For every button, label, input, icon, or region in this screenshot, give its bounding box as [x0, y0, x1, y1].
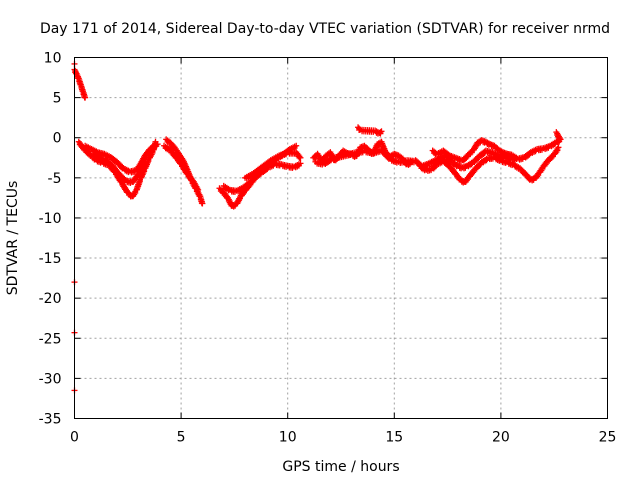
data-point [145, 158, 152, 165]
series-mid-section-high [355, 124, 385, 137]
data-point [297, 160, 304, 167]
data-point [140, 162, 147, 169]
data-point [141, 158, 148, 165]
series-descent-B-inner [161, 142, 202, 193]
x-tick-label: 20 [492, 430, 510, 446]
data-point [132, 189, 139, 196]
y-tick-label: -15 [39, 251, 62, 267]
data-points [71, 60, 564, 394]
data-point [554, 147, 561, 154]
y-axis-label: SDTVAR / TECUs [5, 181, 21, 296]
plot-frame [74, 57, 608, 419]
data-point [555, 144, 562, 151]
data-point [154, 141, 161, 148]
y-tick-label: -20 [39, 291, 62, 307]
data-point [293, 142, 300, 149]
data-point [554, 132, 561, 139]
x-tick-label: 0 [70, 430, 79, 446]
y-tick-label: -35 [39, 412, 62, 428]
data-point [463, 154, 470, 161]
y-tick-label: 10 [44, 51, 62, 67]
data-point [431, 164, 438, 171]
series-dip-A-upper [82, 141, 161, 176]
series-initial-descent [71, 66, 89, 101]
y-tick-label: -25 [39, 331, 62, 347]
x-axis-label: GPS time / hours [282, 459, 399, 475]
x-tick-label: 15 [385, 430, 403, 446]
data-point [539, 165, 546, 172]
x-tick-label: 5 [177, 430, 186, 446]
data-point [133, 174, 140, 181]
grid-lines [74, 57, 608, 419]
y-tick-label: 5 [53, 91, 62, 107]
x-tick-label: 10 [279, 430, 297, 446]
data-point [195, 186, 202, 193]
y-tick-label: -5 [48, 171, 62, 187]
x-tick-label: 25 [599, 430, 617, 446]
data-point [199, 200, 206, 207]
data-point [476, 162, 483, 169]
data-point [474, 156, 481, 163]
series-double-wave-lower [416, 144, 562, 186]
y-tick-label: -30 [39, 371, 62, 387]
data-point [548, 154, 555, 161]
y-tick-label: -10 [39, 211, 62, 227]
data-point [553, 129, 560, 136]
series-double-wave-upper [429, 129, 564, 165]
data-point [134, 173, 141, 180]
data-point [82, 94, 89, 101]
data-point [297, 154, 304, 161]
series-rise-C-middle [242, 149, 304, 182]
data-point [378, 128, 385, 135]
data-point [141, 155, 148, 162]
data-point [470, 169, 477, 176]
data-point [250, 177, 257, 184]
series-dip-A-middle [90, 150, 148, 186]
y-tick-label: 0 [53, 131, 62, 147]
axis-ticks: 0 5 10 15 20 25 10 5 0 -5 -10 -15 -20 -25 -30 -35 [39, 51, 617, 446]
data-point [535, 172, 542, 179]
chart-title: Day 171 of 2014, Sidereal Day-to-day VTE… [40, 21, 610, 37]
data-point [236, 195, 243, 202]
